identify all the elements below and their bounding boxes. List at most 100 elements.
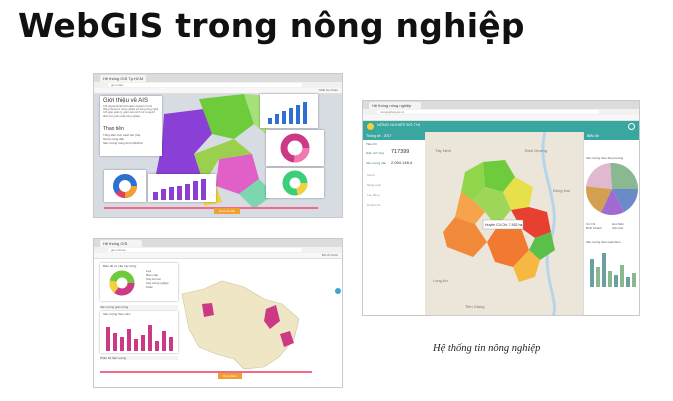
map-label: Tây Ninh (435, 148, 451, 153)
legend-item: Cây ăn trái (146, 277, 161, 281)
district-south (487, 227, 529, 267)
detail-button[interactable]: Xem chi tiết (214, 208, 240, 214)
url-text: gis.vn/ais (108, 83, 302, 87)
legend-item: Khác (146, 285, 153, 289)
field-value[interactable]: 717399 (391, 149, 410, 155)
chart-bar (626, 277, 630, 287)
chart-title: Sản lượng theo năm (103, 312, 131, 316)
field-value[interactable]: 2.094.148,4 (391, 160, 413, 165)
province-shape (181, 280, 300, 370)
pie-slice (586, 163, 638, 215)
browser-tab[interactable]: Hệ thống nông nghiệp (369, 102, 421, 109)
chart-bar (120, 337, 124, 351)
chart-legend: Lúa Rau màu Cây ăn trái Cây công nghiệp … (146, 269, 176, 289)
section-header[interactable]: Sản lượng giảm tổng (100, 305, 178, 309)
map-label: Bình Dương (525, 148, 547, 153)
stats-line: Tổng diện tích canh tác (ha) (103, 133, 141, 137)
field-label: Sản lượng (tấn) (366, 161, 386, 165)
map-label: Long An (433, 278, 448, 283)
sidebar-title: Thống kê - 2017 (363, 132, 425, 140)
field-row-yield: Sản lượng (tấn) 2.094.148,4 (363, 158, 425, 170)
timeline-slider[interactable] (104, 207, 318, 209)
bar-chart (106, 325, 173, 351)
highlight-district (264, 305, 280, 329)
district-map[interactable]: Huyện Củ Chi: 7.452 ha Tây Ninh Bình Dươ… (425, 132, 583, 316)
bar-title: Sản lượng theo loại/nhóm (586, 240, 621, 244)
highlight-district (202, 303, 214, 317)
bookmarks-bar: Bổ sở chính (94, 253, 342, 259)
chart-bar (201, 179, 206, 200)
purple-bars-panel (148, 174, 216, 202)
map-marker (335, 288, 341, 294)
sidebar-sub: Tiêu chí (366, 142, 377, 146)
chart-bar (185, 184, 190, 200)
legend-item: Bình Chánh (586, 226, 602, 230)
map-popup (482, 219, 524, 230)
district-red (511, 207, 551, 238)
pie-title: Sản lượng theo địa phương (586, 156, 624, 160)
page-title: WebGIS trong nông nghiệp (18, 6, 525, 45)
chart-bar (113, 333, 117, 351)
chart-bar (134, 339, 138, 351)
pie-chart (586, 163, 638, 215)
donut-chart (109, 270, 135, 296)
address-bar[interactable]: gis.vn/ais (94, 82, 342, 88)
chart-bar (608, 271, 612, 287)
figure-caption: Hệ thống tin nông nghiệp (433, 343, 541, 354)
chart-bar (296, 105, 300, 124)
sidebar-item[interactable]: Lao động (367, 193, 380, 197)
field-row-area: Diện tích (ha) 717399 (363, 148, 425, 158)
map-label: Tiền Giang (465, 304, 484, 309)
region-lime (194, 139, 252, 184)
district-west (455, 192, 485, 224)
section-header[interactable]: Phân bố Sản lượng (100, 356, 178, 360)
more-button[interactable]: Xem thêm (218, 373, 242, 379)
chart-bar (268, 118, 272, 124)
timeline-slider[interactable] (100, 371, 312, 373)
chart-bar (590, 259, 594, 287)
browser-tab[interactable]: Hệ thống GIS (100, 240, 142, 247)
donut-panel-2 (266, 168, 324, 198)
pie-slice (113, 174, 137, 198)
bar-chart (590, 253, 636, 287)
about-title: Giới thiệu về AIS (103, 98, 148, 104)
address-bar[interactable]: gis.vn/map (94, 247, 342, 253)
legend-item: Cần Giờ (612, 226, 624, 230)
screenshot-crop-map: Hệ thống GIS gis.vn/map Bổ sở chính Biểu… (93, 238, 343, 388)
pie-slice (586, 163, 638, 215)
about-text: AIS (Agricultural Information System) là… (103, 105, 159, 118)
chart-bar (127, 329, 131, 351)
pie-panel (104, 170, 146, 202)
chart-bar (282, 111, 286, 124)
bookmarks-bar: Nhất tsa Ohau (94, 88, 342, 94)
address-bar[interactable]: nongnghiep.gis.vn (363, 109, 639, 115)
sidebar-item[interactable]: Giá trị (367, 173, 376, 177)
district-center (473, 187, 511, 227)
chart-sidebar-title: Biểu đồ (584, 132, 639, 140)
chart-bar (161, 189, 166, 200)
field-label: Diện tích (ha) (366, 151, 385, 155)
panel-title: Biểu đồ cơ cấu cây trồng (103, 264, 137, 268)
browser-tab[interactable]: Hệ thống GIS Tp.HCM (100, 75, 146, 82)
chart-bar (155, 341, 159, 351)
chart-bar (596, 267, 600, 287)
browser-tabbar: Hệ thống GIS Tp.HCM (94, 74, 342, 82)
search-icon[interactable] (628, 123, 635, 130)
screenshot-ais-intro: Hệ thống GIS Tp.HCM gis.vn/ais Nhất tsa … (93, 73, 343, 218)
user-name: Nhất tsa Ohau (318, 88, 338, 92)
browser-tabbar: Hệ thống nông nghiệp (363, 101, 639, 109)
app-header: NÔNG NGHIỆP ĐÔ THỊ (363, 121, 639, 132)
url-text: nongnghiep.gis.vn (377, 110, 599, 114)
ais-info-panel: Giới thiệu về AIS AIS (Agricultural Info… (100, 96, 162, 156)
legend-item: Hóc Môn (612, 222, 625, 226)
chart-bar (303, 102, 307, 124)
sidebar-item[interactable]: Doanh thu (367, 203, 381, 207)
chart-bar (106, 327, 110, 351)
legend-item: Củ Chi (586, 222, 596, 226)
sidebar-item[interactable]: Năng suất (367, 183, 381, 187)
region-green-north (199, 94, 254, 139)
chart-bar (169, 187, 174, 200)
chart-bar (148, 325, 152, 351)
district-southeast (529, 232, 555, 260)
url-text: gis.vn/map (108, 248, 302, 252)
